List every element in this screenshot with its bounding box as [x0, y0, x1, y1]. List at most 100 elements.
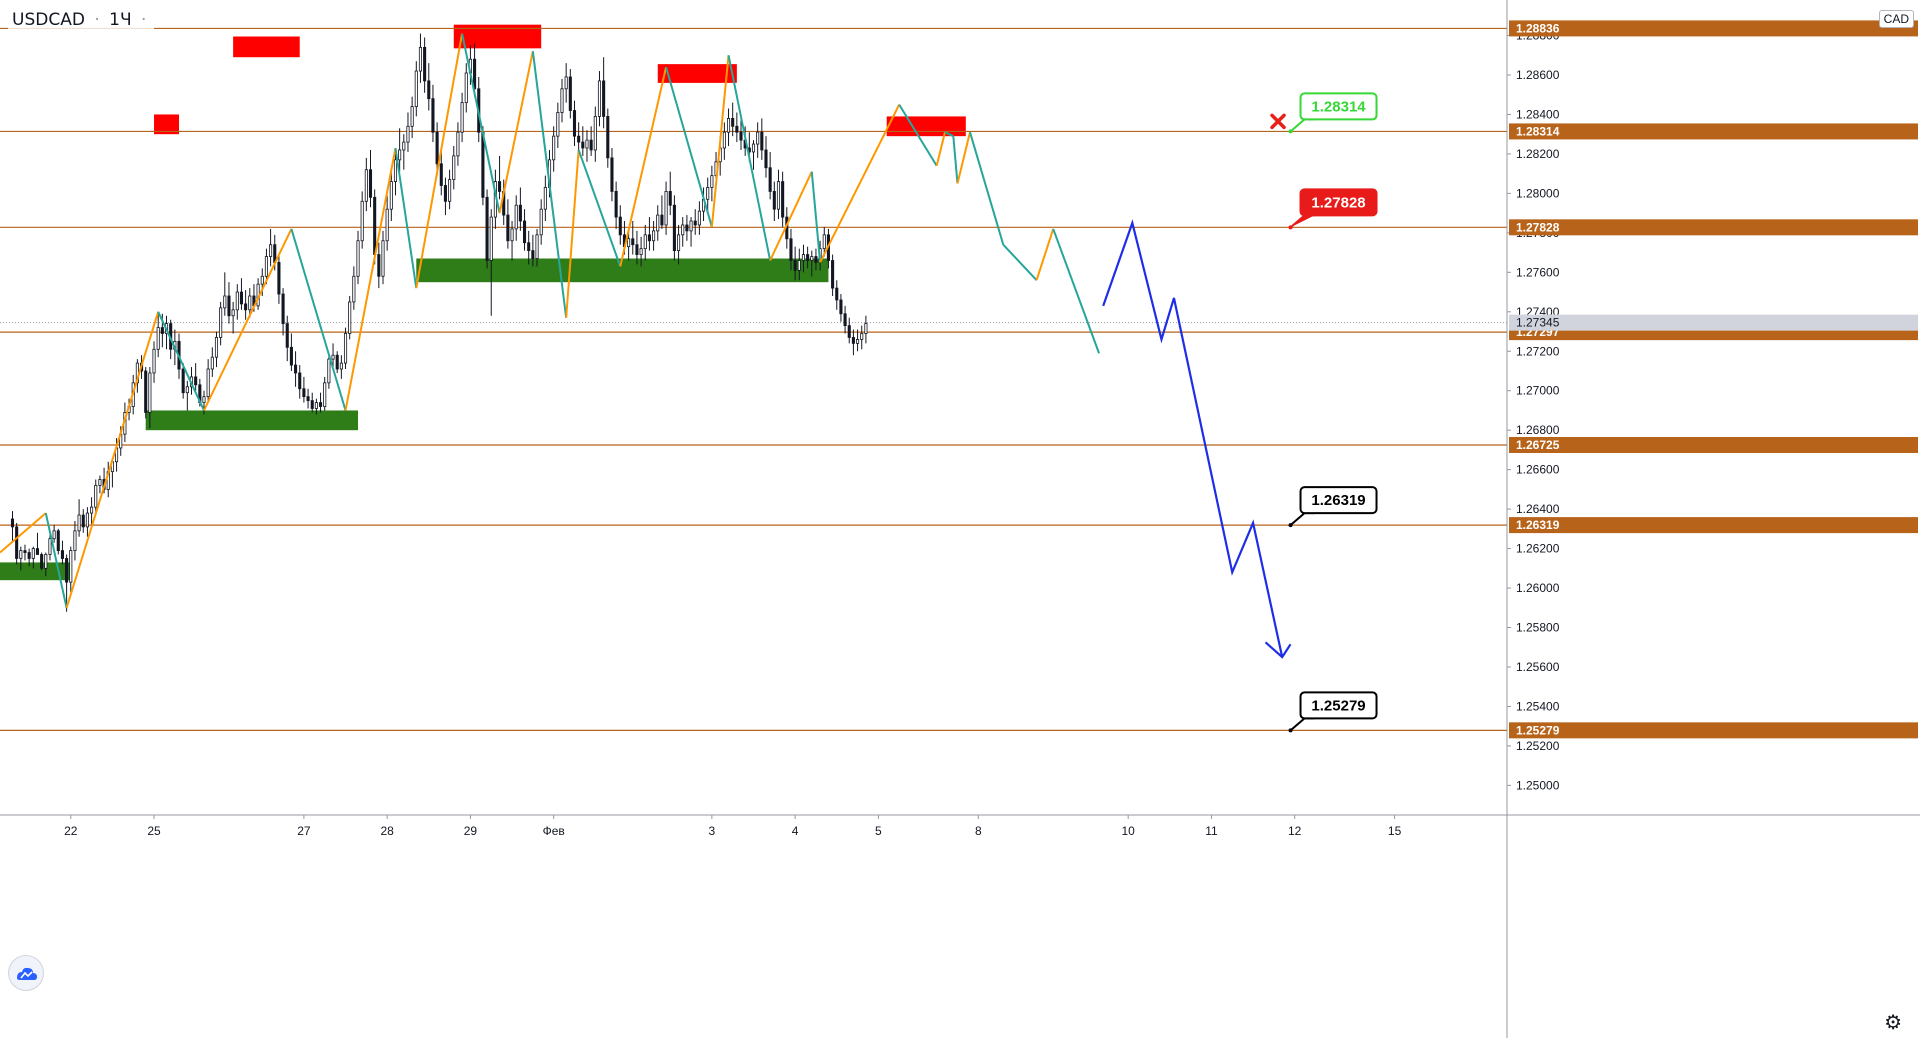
candle-body: [439, 163, 443, 186]
resistance-zone: [657, 64, 737, 83]
candle-body: [19, 550, 23, 559]
level-price-label: 1.26319: [1516, 518, 1560, 532]
candle-body: [277, 262, 281, 295]
support-zone: [0, 562, 71, 581]
candle-body: [697, 210, 701, 226]
candle-body: [15, 526, 19, 559]
y-tick-label: 1.25000: [1516, 778, 1560, 792]
candle-body: [464, 72, 468, 104]
level-price-tag: [1509, 123, 1918, 140]
interval-label[interactable]: 1Ч: [109, 10, 132, 30]
candle-body: [485, 196, 489, 261]
level-price-tag: [1509, 722, 1918, 739]
gear-icon[interactable]: ⚙: [1884, 1012, 1902, 1034]
zigzag-segment: [819, 104, 901, 263]
callout-box: [1299, 691, 1378, 720]
y-tick-label: 1.25600: [1516, 660, 1560, 674]
candle-body: [402, 141, 406, 151]
level-price-tag: [1509, 20, 1918, 37]
x-tick-label: 3: [709, 824, 716, 838]
callout-label: 1.25279: [1311, 697, 1365, 714]
candle-body: [94, 485, 98, 508]
candle-body: [739, 131, 743, 141]
candle-body: [527, 242, 531, 252]
candle-body: [389, 181, 393, 210]
zigzag-segment: [415, 33, 464, 289]
forecast-path: [1102, 219, 1284, 658]
candle-body: [489, 216, 493, 261]
candle-body: [285, 323, 289, 348]
candle-body: [65, 558, 69, 583]
zigzag-segment: [969, 131, 1005, 245]
candle-body: [656, 214, 660, 232]
callout-pointer: [1289, 214, 1315, 229]
candle-body: [377, 254, 381, 277]
candle-body: [310, 400, 314, 409]
zigzag-segment: [727, 55, 772, 261]
zigzag-segment: [203, 228, 293, 411]
current-price-label: 1.27345: [1516, 316, 1560, 330]
candle-body: [231, 309, 235, 317]
candle-body: [664, 191, 668, 226]
candle-body: [835, 287, 839, 301]
candle-body: [535, 234, 539, 259]
candle-body: [431, 98, 435, 133]
currency-badge[interactable]: CAD: [1878, 10, 1914, 28]
candle-body: [427, 80, 431, 100]
tradingview-cloud-logo-icon[interactable]: [8, 955, 44, 991]
candle-body: [764, 149, 768, 169]
callout-anchor: [1288, 225, 1293, 230]
candle-body: [510, 228, 514, 242]
candle-body: [289, 346, 293, 366]
candle-body: [31, 548, 35, 559]
candle-body: [385, 208, 389, 242]
zigzag-segment: [956, 131, 971, 184]
zigzag-segment: [344, 147, 397, 411]
candle-body: [219, 307, 223, 338]
candle-body: [822, 234, 826, 250]
candle-body: [498, 181, 502, 192]
candle-body: [751, 143, 756, 153]
level-price-label: 1.25279: [1516, 723, 1560, 737]
y-tick-label: 1.28400: [1516, 107, 1560, 121]
candle-body: [731, 118, 735, 127]
callout-anchor: [1288, 129, 1293, 134]
callout-label: 1.26319: [1311, 492, 1365, 509]
level-price-label: 1.28314: [1516, 124, 1560, 138]
candle-body: [393, 159, 398, 182]
candle-body: [522, 220, 527, 244]
candle-body: [52, 530, 56, 540]
candle-body: [398, 149, 402, 161]
candle-body: [214, 337, 219, 358]
candle-body: [456, 131, 460, 157]
candle-body: [531, 250, 535, 259]
resistance-zone: [233, 36, 300, 58]
callout-label: 1.27828: [1311, 194, 1365, 211]
candle-body: [768, 167, 772, 192]
candle-body: [40, 554, 44, 569]
candle-body: [597, 80, 602, 117]
candle-body: [577, 135, 581, 143]
symbol-name: USDCAD: [12, 10, 85, 30]
candle-body: [672, 204, 676, 252]
zigzag-segment: [769, 171, 813, 261]
candle-body: [772, 191, 776, 210]
candle-body: [152, 348, 156, 374]
candle-body: [572, 110, 577, 137]
candle-body: [206, 368, 210, 398]
y-tick-label: 1.26600: [1516, 463, 1560, 477]
candle-body: [381, 240, 385, 277]
symbol-header[interactable]: USDCAD · 1Ч ·: [8, 10, 155, 30]
zigzag-segment: [898, 104, 938, 167]
zigzag-segment: [65, 311, 160, 609]
candle-body: [331, 354, 335, 360]
candle-body: [77, 514, 81, 532]
plot-area: 1.28314 1.27828 1.26319 1.25279: [0, 24, 1507, 733]
x-tick-label: 27: [297, 824, 311, 838]
candle-body: [668, 191, 672, 206]
candle-body: [298, 372, 302, 390]
y-tick-label: 1.26000: [1516, 581, 1560, 595]
candle-body: [73, 530, 77, 551]
